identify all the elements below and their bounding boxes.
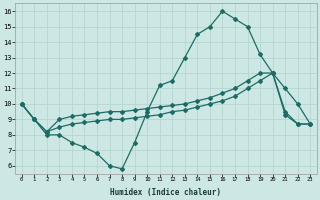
X-axis label: Humidex (Indice chaleur): Humidex (Indice chaleur): [110, 188, 221, 197]
